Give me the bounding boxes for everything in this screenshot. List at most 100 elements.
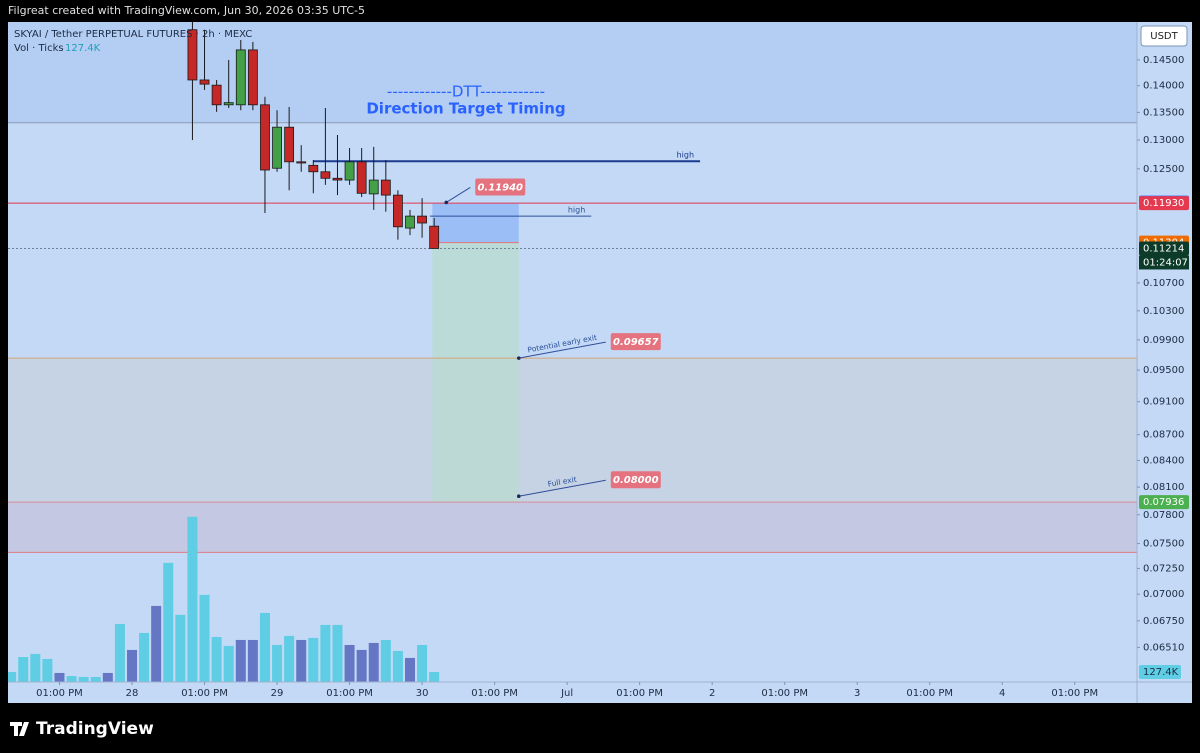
volume-legend: Vol · Ticks (14, 43, 64, 54)
y-tick-label: 0.13500 (1143, 107, 1184, 118)
volume-bar (320, 624, 331, 682)
callout-line (518, 479, 606, 497)
candle-body (368, 179, 379, 195)
volume-bar (392, 650, 403, 682)
level-label: high (677, 151, 694, 160)
volume-bar (102, 672, 113, 682)
volume-bar (223, 645, 234, 682)
volume-bar (284, 635, 295, 682)
volume-bar (247, 639, 258, 682)
candle-body (320, 171, 331, 179)
volume-badge-label: 127.4K (1143, 667, 1179, 678)
price-zone (8, 502, 1137, 553)
y-tick-label: 0.09500 (1143, 365, 1184, 376)
candle-body (272, 126, 282, 169)
volume-bar (127, 649, 138, 682)
plot-area: high high ------------DTT------------Direc… (8, 22, 1137, 682)
volume-bar (78, 676, 89, 682)
y-tick-label: 0.06510 (1143, 642, 1184, 653)
volume-bar (90, 676, 101, 682)
volume-bar (332, 624, 343, 682)
volume-badge (1139, 664, 1181, 679)
volume-bar (417, 644, 428, 682)
candle-body (211, 84, 222, 106)
price-badge-label: 0.07936 (1143, 497, 1184, 508)
y-tick-label: 0.06750 (1143, 616, 1184, 627)
candle-body (356, 161, 367, 194)
candle-body (284, 126, 295, 163)
callout-label: 0.09657 (613, 337, 659, 348)
y-tick-label: 0.12500 (1143, 164, 1184, 175)
callout-line (518, 341, 606, 359)
position-stop-zone (432, 203, 519, 243)
y-tick-label: 0.08100 (1143, 482, 1184, 493)
currency[interactable]: USDT (1150, 31, 1178, 42)
volume-bar (344, 644, 355, 682)
candle-body (223, 102, 234, 106)
x-tick-label: 01:00 PM (761, 688, 808, 699)
x-tick-label: 01:00 PM (906, 688, 953, 699)
callout-anchor (516, 494, 521, 499)
y-tick-label: 0.08400 (1143, 455, 1184, 466)
price-badge (1139, 196, 1189, 211)
countdown: 01:24:07 (1143, 257, 1188, 268)
volume-bar (54, 672, 65, 682)
x-tick-label: 01:00 PM (616, 688, 663, 699)
volume-bar (368, 642, 379, 682)
candle-body (235, 49, 246, 106)
candle-body (308, 164, 319, 173)
y-tick-label: 0.09100 (1143, 397, 1184, 408)
callout-line (445, 187, 471, 203)
callout-anchor (444, 200, 449, 205)
callout-label: 0.08000 (613, 475, 659, 486)
volume-legend-value: 127.4K (65, 43, 101, 54)
x-tick-label: 3 (854, 688, 860, 699)
volume-bar (356, 649, 367, 682)
y-tick-label: 0.10700 (1143, 278, 1184, 289)
currency-box[interactable] (1140, 25, 1188, 47)
volume-bar (8, 672, 17, 682)
volume-bar (296, 639, 307, 682)
x-tick-label: Jul (560, 688, 573, 699)
volume-bar (163, 562, 174, 682)
price-badge-label: 0.11930 (1143, 198, 1184, 209)
x-tick-label: 30 (416, 688, 429, 699)
candle-body (393, 194, 403, 228)
volume-bar (151, 605, 162, 682)
header-text: Filgreat created with TradingView.com, J… (8, 4, 365, 17)
y-tick-label: 0.14000 (1143, 81, 1184, 92)
level-label: high (568, 206, 585, 215)
y-tick-label: 0.10300 (1143, 306, 1184, 317)
callout-box (610, 333, 661, 351)
candle-body (187, 29, 198, 81)
callout-label: 0.11940 (477, 182, 523, 193)
candle-body (332, 177, 343, 181)
price-badge-label: 0.11214 (1143, 243, 1184, 254)
axes: 0.14500 0.14000 0.13500 0.13000 0.12500 0.107… (36, 55, 1189, 699)
symbol-legend: SKYAI / Tether PERPETUAL FUTURES · 2h · … (14, 29, 252, 40)
candle-body (344, 161, 355, 181)
x-tick-label: 4 (999, 688, 1005, 699)
price-zone (8, 358, 1137, 503)
volume-bar (211, 636, 222, 682)
logo-mark (10, 722, 29, 736)
y-tick-label: 0.14500 (1143, 55, 1184, 66)
y-tick-label: 0.07250 (1143, 563, 1184, 574)
candle-body (380, 179, 391, 196)
y-tick-label: 0.13000 (1143, 135, 1184, 146)
volume-bar (404, 657, 415, 682)
countdown-box (1139, 255, 1189, 270)
volume-bar (42, 658, 53, 682)
brand-logo (10, 722, 29, 736)
price-badge (1139, 241, 1189, 256)
candle-body (405, 215, 415, 229)
volume-bar (30, 653, 41, 682)
candle-body (199, 79, 210, 85)
volume-bar (139, 632, 150, 682)
callout-anchor (516, 356, 521, 360)
volume-bar (199, 594, 210, 682)
volume-bar (114, 623, 125, 682)
x-tick-label: 29 (271, 688, 284, 699)
callout-box (610, 471, 661, 489)
